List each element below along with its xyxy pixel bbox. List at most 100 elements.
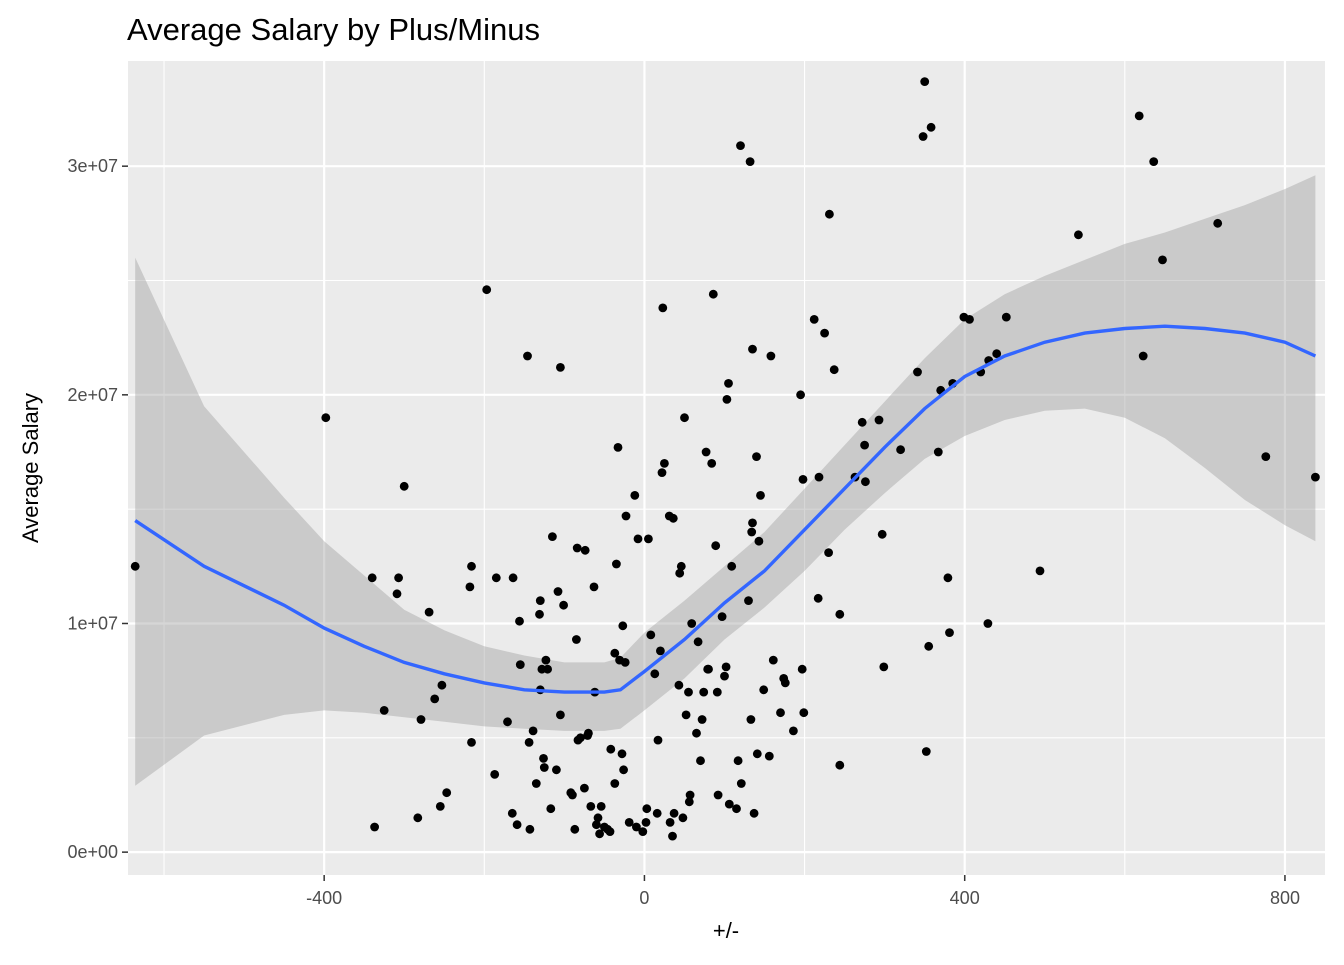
data-point bbox=[592, 820, 601, 830]
data-point bbox=[708, 289, 718, 299]
data-point bbox=[721, 662, 731, 672]
data-point bbox=[668, 513, 678, 523]
data-point bbox=[835, 609, 845, 619]
data-point bbox=[572, 543, 582, 553]
data-point bbox=[720, 671, 729, 681]
smooth-line bbox=[134, 324, 1317, 694]
data-point bbox=[913, 367, 922, 377]
data-point bbox=[660, 459, 669, 468]
data-point bbox=[1001, 312, 1011, 322]
data-point bbox=[860, 440, 869, 450]
data-point bbox=[531, 779, 541, 788]
data-point bbox=[687, 619, 697, 628]
data-point bbox=[678, 813, 688, 823]
data-point bbox=[921, 747, 931, 756]
data-point bbox=[736, 779, 746, 788]
data-point bbox=[646, 630, 656, 640]
data-point bbox=[620, 658, 630, 667]
data-point bbox=[657, 468, 667, 477]
data-point bbox=[584, 728, 593, 738]
data-point bbox=[570, 824, 580, 834]
data-point bbox=[621, 511, 631, 521]
data-point bbox=[586, 802, 596, 811]
data-point bbox=[824, 548, 833, 557]
data-point bbox=[746, 715, 756, 724]
data-point bbox=[605, 827, 615, 836]
data-point bbox=[130, 561, 140, 571]
data-point bbox=[1158, 255, 1167, 265]
data-point bbox=[681, 710, 691, 720]
data-point bbox=[524, 738, 534, 747]
data-point bbox=[835, 760, 845, 770]
data-point bbox=[926, 122, 936, 132]
data-point bbox=[798, 475, 808, 484]
data-point bbox=[704, 664, 713, 674]
data-points bbox=[130, 77, 1320, 841]
minor-gridlines bbox=[128, 61, 1325, 875]
data-point bbox=[685, 790, 695, 800]
data-point bbox=[556, 363, 565, 372]
data-point bbox=[1311, 472, 1320, 482]
data-point bbox=[617, 749, 627, 759]
data-point bbox=[392, 589, 402, 599]
data-point bbox=[857, 417, 867, 427]
data-point bbox=[992, 349, 1002, 359]
data-point bbox=[696, 756, 705, 766]
data-point bbox=[724, 379, 733, 388]
data-point bbox=[650, 669, 660, 679]
y-tick-label: 3e+07 bbox=[67, 156, 118, 176]
data-point bbox=[933, 447, 943, 457]
data-point bbox=[1074, 230, 1083, 240]
data-point bbox=[752, 452, 761, 461]
data-point bbox=[642, 804, 652, 814]
data-point bbox=[713, 790, 723, 800]
data-point bbox=[707, 459, 717, 468]
data-point bbox=[1035, 566, 1045, 576]
data-point bbox=[809, 315, 819, 324]
data-point bbox=[541, 655, 551, 665]
data-point bbox=[896, 445, 905, 455]
data-point bbox=[379, 706, 389, 715]
data-point bbox=[556, 710, 565, 720]
data-point bbox=[633, 534, 643, 544]
data-point bbox=[1213, 218, 1223, 228]
data-point bbox=[799, 708, 809, 718]
data-point bbox=[644, 534, 653, 544]
data-point bbox=[553, 587, 563, 596]
data-point bbox=[416, 715, 426, 724]
y-tick-label: 0e+00 bbox=[67, 842, 118, 862]
data-point bbox=[548, 532, 557, 541]
data-point bbox=[674, 680, 684, 690]
y-tick-label: 1e+07 bbox=[67, 613, 118, 633]
data-point bbox=[749, 808, 759, 818]
data-point bbox=[861, 477, 870, 487]
data-point bbox=[699, 687, 709, 697]
data-point bbox=[920, 77, 930, 86]
data-point bbox=[653, 735, 663, 745]
data-point bbox=[523, 351, 532, 361]
data-point bbox=[580, 545, 590, 555]
data-point bbox=[507, 808, 517, 818]
data-point bbox=[722, 395, 732, 404]
data-point bbox=[717, 612, 727, 621]
data-point bbox=[780, 678, 790, 688]
data-point bbox=[491, 573, 501, 583]
major-gridlines bbox=[128, 61, 1325, 875]
data-point bbox=[539, 763, 549, 772]
x-tick-label: 800 bbox=[1270, 888, 1300, 908]
data-point bbox=[943, 573, 953, 583]
data-point bbox=[619, 765, 628, 775]
data-point bbox=[613, 443, 623, 452]
data-point bbox=[820, 328, 829, 338]
data-point bbox=[680, 413, 689, 423]
x-tick-label: 400 bbox=[950, 888, 980, 908]
data-point bbox=[701, 447, 711, 457]
data-point bbox=[503, 717, 512, 727]
data-point bbox=[724, 799, 734, 809]
data-point bbox=[435, 802, 445, 811]
data-point bbox=[508, 573, 518, 583]
data-point bbox=[618, 621, 628, 631]
data-point bbox=[632, 822, 641, 832]
